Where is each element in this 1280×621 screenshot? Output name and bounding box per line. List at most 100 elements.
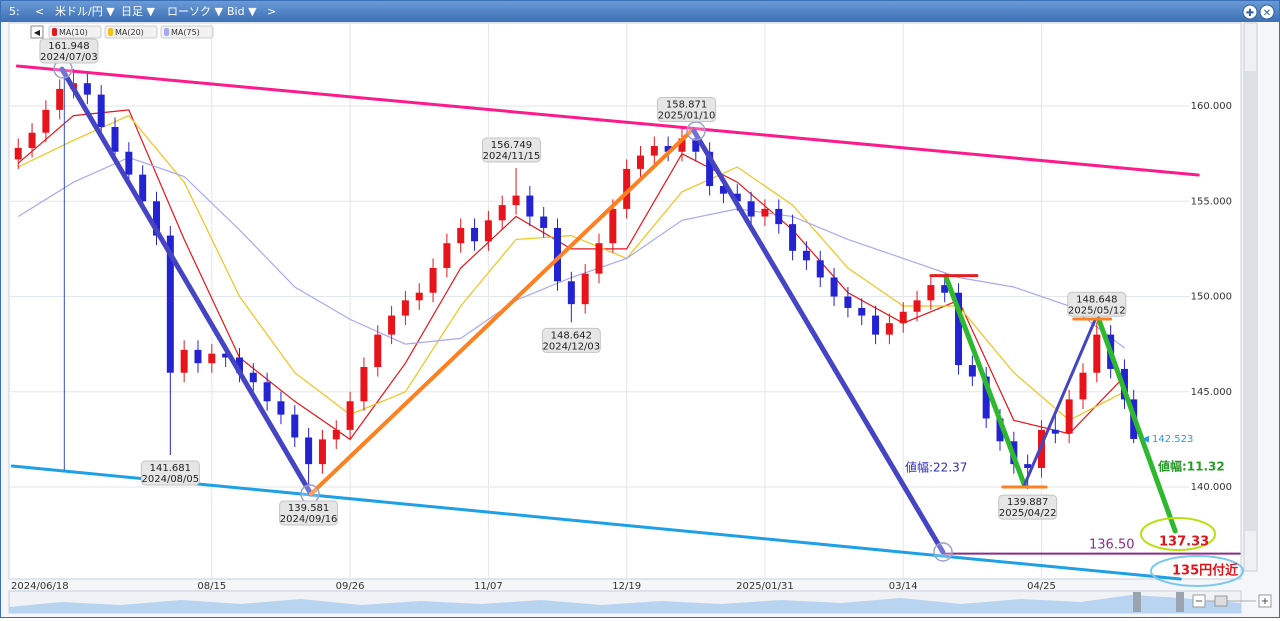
point-marker: [300, 484, 320, 504]
toolbar-item[interactable]: 米ドル/円 ▼: [55, 5, 115, 18]
svg-text:◀: ◀: [34, 28, 41, 37]
legend-swatch: [164, 28, 169, 36]
toolbar-item[interactable]: Bid ▼: [227, 5, 257, 18]
candle-body: [235, 357, 243, 373]
trend-line: [691, 128, 946, 555]
annotation-value: 148.648: [1076, 294, 1117, 305]
trend-line: [59, 66, 314, 497]
x-tick-label: 08/15: [197, 581, 226, 592]
candle-body: [318, 439, 326, 465]
candle-body: [166, 235, 174, 373]
candle-body: [982, 376, 990, 419]
candle-body: [885, 323, 893, 335]
legend-box: [48, 25, 102, 39]
candle-body: [844, 296, 852, 308]
x-tick-label: 04/25: [1027, 581, 1056, 592]
legend-item[interactable]: MA(10): [48, 25, 102, 39]
candle-body: [263, 382, 271, 402]
annotation-date: 2024/09/16: [280, 514, 338, 525]
x-tick-label: 03/14: [889, 581, 918, 592]
annotation-box: [657, 97, 717, 123]
note-text: 135円付近: [1172, 563, 1238, 579]
candle-body: [388, 315, 396, 335]
candle-body: [56, 88, 64, 110]
candle-body: [830, 277, 838, 297]
note-ellipse: [1140, 517, 1216, 551]
legend-item[interactable]: MA(75): [160, 25, 214, 39]
candle-body: [761, 208, 769, 217]
v-scroll-thumb[interactable]: [1245, 71, 1256, 531]
candle-body: [111, 127, 119, 152]
candle-body: [249, 372, 257, 383]
candle-body: [346, 401, 354, 430]
toolbar-item[interactable]: 日足 ▼: [121, 5, 155, 18]
candle-body: [457, 227, 465, 244]
moving-average-line: [17, 109, 1125, 441]
annotation-date: 2024/12/03: [543, 341, 601, 352]
toolbar-item[interactable]: ローソク ▼: [167, 5, 223, 18]
candle-body: [83, 83, 91, 95]
annotation-date: 2025/04/22: [999, 508, 1057, 519]
candle-body: [540, 216, 548, 228]
candle-body: [125, 151, 133, 175]
candle-body: [374, 334, 382, 367]
candle-body: [775, 208, 783, 225]
note-text: 値幅:11.32: [1157, 459, 1225, 474]
annotation-value: 148.642: [551, 330, 592, 341]
candle-body: [623, 168, 631, 209]
toolbar-item[interactable]: 5:: [9, 5, 20, 18]
candle-body: [194, 349, 202, 364]
candle-body: [512, 195, 520, 206]
y-tick-label: 160.000: [1191, 101, 1232, 112]
annotation-date: 2024/11/15: [483, 151, 541, 162]
annotation-box: [39, 38, 99, 64]
legend-label: MA(10): [59, 28, 88, 37]
y-tick-label: 140.000: [1191, 482, 1232, 493]
candle-body: [208, 353, 216, 364]
zoom-control[interactable]: [1192, 594, 1272, 608]
annotation-value: 161.948: [48, 41, 89, 52]
x-tick-label: 11/07: [474, 581, 503, 592]
candle-body: [291, 414, 299, 438]
annotation-value: 158.871: [666, 100, 707, 111]
candle-body: [858, 307, 866, 316]
candle-body: [1051, 429, 1059, 434]
annotation-box: [140, 460, 200, 486]
candle-body: [678, 138, 686, 152]
legend-item[interactable]: MA(20): [104, 25, 158, 39]
window-buttons[interactable]: ✕ ✚: [1242, 4, 1275, 20]
x-tick-label: 2025/01/31: [736, 581, 794, 592]
candle-body: [429, 267, 437, 293]
note-text: 値幅:22.37: [905, 460, 967, 475]
candle-body: [816, 260, 824, 278]
candle-body: [28, 132, 36, 148]
trend-line: [10, 464, 1182, 581]
toolbar-item[interactable]: <: [35, 5, 44, 18]
candle-body: [996, 418, 1004, 442]
y-tick-label: 145.000: [1191, 387, 1232, 398]
candle-body: [581, 273, 589, 305]
toolbar-item[interactable]: >: [267, 5, 276, 18]
annotation-box: [1067, 291, 1127, 317]
moving-average-line: [17, 114, 1125, 422]
annotation-date: 2024/08/05: [142, 474, 200, 485]
y-tick-label: 155.000: [1191, 196, 1232, 207]
point-marker: [686, 121, 706, 141]
annotation-box: [481, 137, 541, 163]
legend: ◀ MA(10) MA(20) MA(75): [30, 25, 214, 39]
trend-line: [308, 129, 694, 497]
candle-body: [498, 205, 506, 221]
candle-body: [139, 174, 147, 202]
candle-body: [1065, 399, 1073, 434]
candle-body: [222, 353, 230, 358]
legend-box: [104, 25, 158, 39]
navigator: [8, 590, 1242, 614]
annotation-box: [279, 500, 339, 526]
